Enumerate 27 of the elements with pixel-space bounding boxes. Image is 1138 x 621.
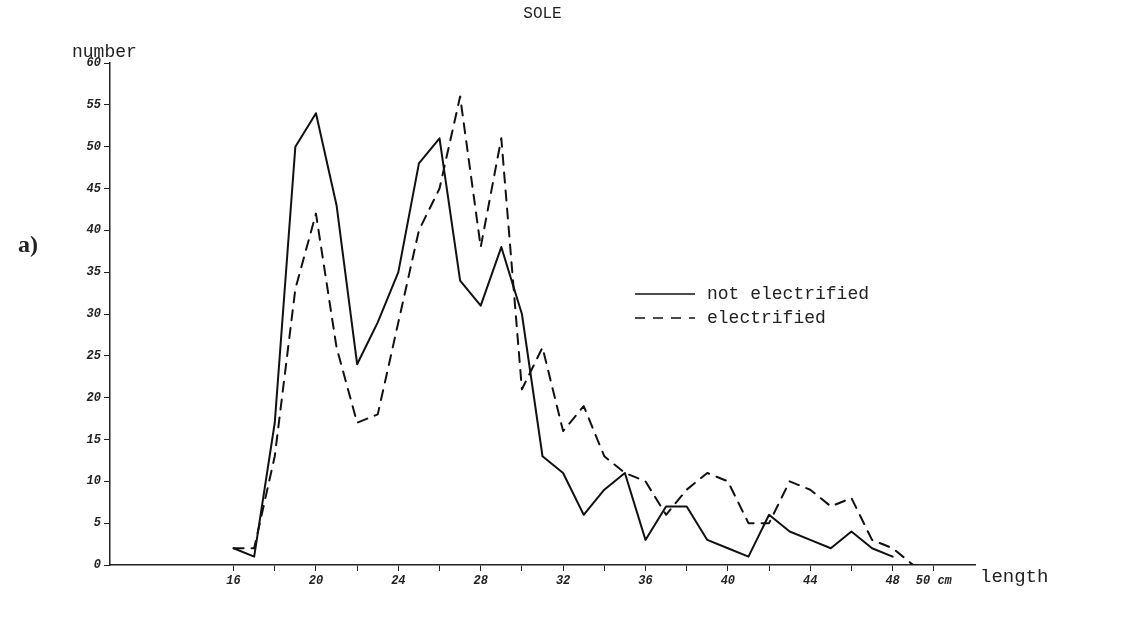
x-tick-label: 48 <box>885 574 900 589</box>
y-tick-label: 5 <box>93 516 102 531</box>
y-tick-label: 35 <box>86 265 102 280</box>
x-tick-label: 32 <box>555 574 571 589</box>
y-tick-label: 55 <box>86 97 102 112</box>
y-tick-label: 15 <box>86 432 102 447</box>
y-tick-label: 30 <box>86 307 101 322</box>
legend-label: not electrified <box>707 283 870 304</box>
legend-label: electrified <box>707 307 826 328</box>
x-axis-title: length <box>980 566 1049 589</box>
x-tick-label: 40 <box>720 574 736 589</box>
x-tick-label: 16 <box>226 574 241 589</box>
y-tick-label: 25 <box>86 348 102 363</box>
x-tick-label: 50 cm <box>915 574 953 589</box>
x-tick-label: 20 <box>308 574 324 589</box>
x-tick-label: 24 <box>391 574 406 589</box>
text: a) <box>18 231 38 258</box>
y-tick-label: 0 <box>93 558 101 573</box>
chart-title: SOLE <box>523 5 562 24</box>
y-tick-label: 40 <box>86 223 101 238</box>
x-tick-label: 36 <box>638 574 653 589</box>
x-tick-label: 44 <box>803 574 818 589</box>
y-tick-label: 45 <box>86 181 102 196</box>
y-tick-label: 50 <box>86 139 101 154</box>
x-tick-label: 28 <box>473 574 488 589</box>
y-tick-label: 10 <box>86 474 101 489</box>
y-tick-label: 20 <box>86 390 101 405</box>
